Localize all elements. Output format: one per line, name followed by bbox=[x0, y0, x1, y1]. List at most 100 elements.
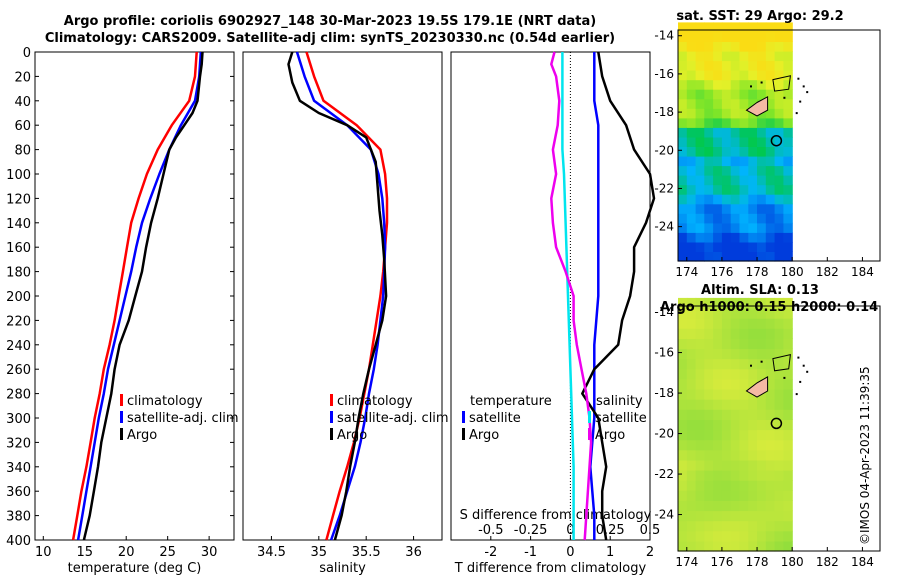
sst-map-cell bbox=[678, 108, 688, 119]
sla-map-cell bbox=[721, 419, 732, 431]
sst-map-cell bbox=[695, 156, 705, 167]
sst-map-cell bbox=[739, 108, 749, 119]
sla-map-cell bbox=[757, 500, 767, 512]
sla-map-cell bbox=[686, 490, 697, 501]
sla-map-cell bbox=[748, 429, 758, 441]
sst-map-cell bbox=[678, 203, 688, 214]
sla-map-cell bbox=[739, 459, 749, 471]
sla-map-cell bbox=[774, 389, 784, 400]
sst-map-cell bbox=[757, 165, 767, 176]
sst-map-cell bbox=[765, 60, 776, 71]
sst-map-cell bbox=[739, 241, 749, 252]
sst-map-cell bbox=[783, 60, 793, 71]
sla-map-cell bbox=[695, 449, 705, 461]
sla-map-cell bbox=[713, 338, 723, 350]
sst-map-cell bbox=[721, 232, 732, 243]
sla-map-cell bbox=[721, 520, 732, 532]
sla-map-cell bbox=[721, 378, 732, 390]
sst-map-cell bbox=[695, 98, 705, 109]
sla-map-cell bbox=[730, 449, 741, 461]
sla-map-cell bbox=[721, 318, 732, 329]
sla-map-cell bbox=[678, 490, 688, 501]
sla-map-cell bbox=[783, 520, 793, 532]
sst-map-cell bbox=[713, 108, 723, 119]
sst-map-cell bbox=[748, 51, 758, 62]
sst-map-cell bbox=[695, 22, 705, 33]
salinity-profile-xtick-label: 34.5 bbox=[257, 545, 286, 560]
sst-map-cell bbox=[757, 117, 767, 128]
sla-map-cell bbox=[704, 297, 714, 309]
sst-map-cell bbox=[748, 251, 758, 262]
sst-map-cell bbox=[783, 98, 793, 109]
sla-map-cell bbox=[748, 368, 758, 380]
sst-map-cell bbox=[678, 136, 688, 147]
sla-map-cell bbox=[774, 419, 784, 431]
sst-map-cell bbox=[774, 127, 784, 138]
difference-profile-xtick-label: 1 bbox=[606, 545, 614, 560]
sla-map-cell bbox=[765, 328, 776, 339]
sst-map-cell bbox=[757, 251, 767, 262]
sla-map-cell bbox=[774, 409, 784, 420]
sla-map-cell bbox=[713, 368, 723, 380]
sla-map-cell bbox=[783, 409, 793, 420]
sla-map-cell bbox=[713, 520, 723, 532]
sst-map-cell bbox=[774, 108, 784, 119]
sst-map-cell bbox=[686, 98, 697, 109]
sla-map-cell bbox=[739, 449, 749, 461]
sst-map-cell bbox=[765, 194, 776, 205]
sst-map-cell bbox=[774, 22, 784, 33]
sst-map-cell bbox=[713, 127, 723, 138]
sla-map-cell bbox=[739, 338, 749, 350]
sla-map-cell bbox=[686, 348, 697, 360]
sst-map-cell bbox=[783, 127, 793, 138]
temperature-legend-label: satellite-adj. clim bbox=[127, 411, 239, 426]
sla-map-cell bbox=[739, 297, 749, 309]
sla-map-cell bbox=[695, 368, 705, 380]
sla-map-cell bbox=[739, 328, 749, 339]
sst-map-cell bbox=[748, 203, 758, 214]
sst-map-cell bbox=[704, 241, 714, 252]
series-climatology bbox=[71, 51, 198, 541]
sla-map-cell bbox=[765, 490, 776, 501]
temperature-legend-swatch bbox=[120, 411, 123, 423]
sla-map-cell bbox=[721, 500, 732, 512]
sla-map-cell bbox=[695, 358, 705, 370]
sst-map-cell bbox=[678, 41, 688, 52]
depth-tick-label: 200 bbox=[6, 290, 31, 305]
series-temperature-argo bbox=[581, 51, 656, 541]
main-title-line2: Climatology: CARS2009. Satellite-adj cli… bbox=[44, 31, 616, 46]
sst-map-cell bbox=[748, 127, 758, 138]
sst-map-cell bbox=[721, 98, 732, 109]
sla-map-cell bbox=[678, 520, 688, 532]
sla-map-cell bbox=[678, 449, 688, 461]
sla-map-title-line2: Argo h1000: 0.15 h2000: 0.14 bbox=[660, 300, 879, 315]
main-title-line1: Argo profile: coriolis 6902927_148 30-Ma… bbox=[63, 14, 597, 29]
sla-map-cell bbox=[783, 328, 793, 339]
sst-map-cell bbox=[721, 194, 732, 205]
sst-map-cell bbox=[695, 51, 705, 62]
sla-map-cell bbox=[739, 520, 749, 532]
sst-map-cell bbox=[765, 117, 776, 128]
sst-map-cell bbox=[748, 241, 758, 252]
sla-map-reef bbox=[802, 364, 805, 367]
sst-map-xtick-label: 176 bbox=[710, 265, 733, 279]
difference-profile-xtick-label: 0 bbox=[566, 545, 574, 560]
sla-map-cell bbox=[748, 480, 758, 491]
sst-map-cell bbox=[713, 175, 723, 186]
sla-map-cell bbox=[748, 399, 758, 410]
sla-map-cell bbox=[695, 308, 705, 319]
sla-map-ytick-label: -16 bbox=[654, 346, 674, 360]
sla-map-cell bbox=[713, 328, 723, 339]
sst-map-cell bbox=[704, 184, 714, 195]
sla-map-cell bbox=[678, 480, 688, 491]
sla-map-cell bbox=[678, 409, 688, 420]
sst-map-cell bbox=[704, 146, 714, 157]
salinity-diff-tick-label: -0.5 bbox=[478, 523, 503, 538]
sla-map-cell bbox=[774, 328, 784, 339]
sst-map-cell bbox=[704, 51, 714, 62]
sla-map-reef bbox=[750, 364, 752, 367]
sst-map-cell bbox=[783, 51, 793, 62]
sla-map-cell bbox=[721, 459, 732, 471]
sla-map-cell bbox=[678, 338, 688, 350]
sla-map-cell bbox=[678, 540, 688, 552]
